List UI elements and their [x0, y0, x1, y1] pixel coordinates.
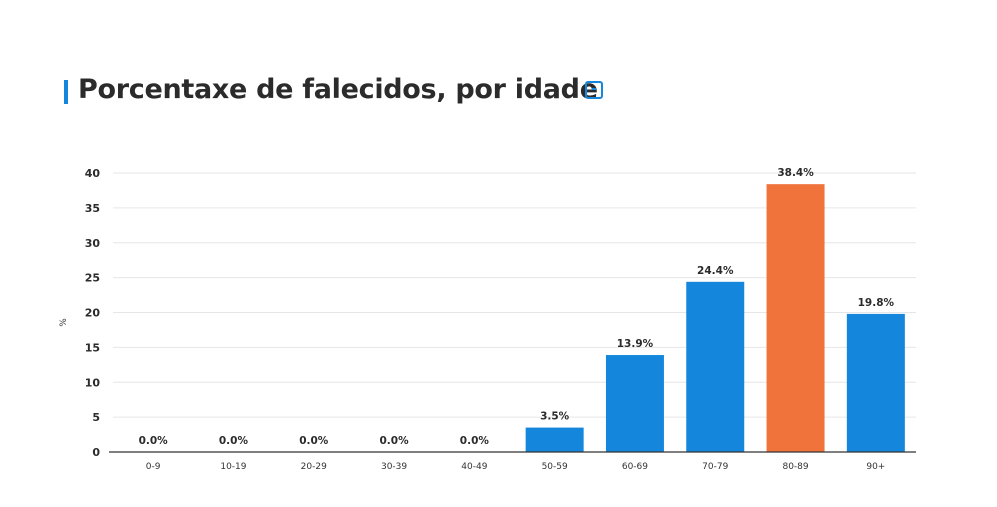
x-tick-label: 70-79	[702, 462, 728, 472]
x-tick-label: 60-69	[622, 462, 648, 472]
data-label-10-19: 0.0%	[219, 435, 249, 447]
y-tick-label: 20	[85, 307, 101, 320]
data-label-20-29: 0.0%	[299, 435, 329, 447]
bar-50-59	[525, 427, 584, 452]
y-tick-label: 25	[85, 272, 100, 285]
data-label-30-39: 0.0%	[379, 435, 409, 447]
y-tick-label: 10	[85, 376, 101, 389]
y-tick-label: 15	[85, 341, 100, 354]
y-axis: 0 5 10 15 20 25 30 35 40	[85, 167, 101, 459]
x-tick-label: 30-39	[381, 462, 407, 472]
data-label-70-79: 24.4%	[697, 265, 734, 277]
bars: 0.0% 0.0% 0.0% 0.0% 0.0% 3.5% 13.9% 24.4% 38.4% 1…	[139, 167, 905, 452]
y-axis-label: %	[59, 318, 69, 327]
data-label-0-9: 0.0%	[139, 435, 169, 447]
x-tick-label: 80-89	[782, 462, 808, 472]
x-tick-label: 50-59	[542, 462, 568, 472]
page-title: Porcentaxe de falecidos, por idade	[78, 74, 598, 105]
x-axis: 0-9 10-19 20-29 30-39 40-49 50-59 60-69 70-79 80…	[109, 451, 916, 472]
y-tick-label: 0	[92, 446, 100, 459]
y-tick-label: 35	[85, 202, 100, 215]
x-tick-label: 40-49	[461, 462, 487, 472]
y-tick-label: 40	[85, 167, 101, 180]
y-tick-label: 30	[85, 237, 101, 250]
data-label-50-59: 3.5%	[540, 411, 570, 423]
title-accent-bar	[64, 80, 68, 104]
data-label-90+: 19.8%	[858, 297, 895, 309]
bar-80-89	[766, 184, 825, 452]
bar-60-69	[605, 355, 664, 452]
data-label-80-89: 38.4%	[777, 167, 814, 179]
collapse-button[interactable]: -	[585, 81, 603, 99]
x-tick-label: 0-9	[146, 462, 161, 472]
bar-90+	[846, 313, 905, 452]
x-tick-label: 20-29	[301, 462, 327, 472]
x-tick-label: 90+	[866, 462, 885, 472]
y-tick-label: 5	[92, 411, 100, 424]
bar-70-79	[686, 281, 745, 452]
data-label-60-69: 13.9%	[617, 338, 654, 350]
data-label-40-49: 0.0%	[460, 435, 490, 447]
x-tick-label: 10-19	[220, 462, 246, 472]
